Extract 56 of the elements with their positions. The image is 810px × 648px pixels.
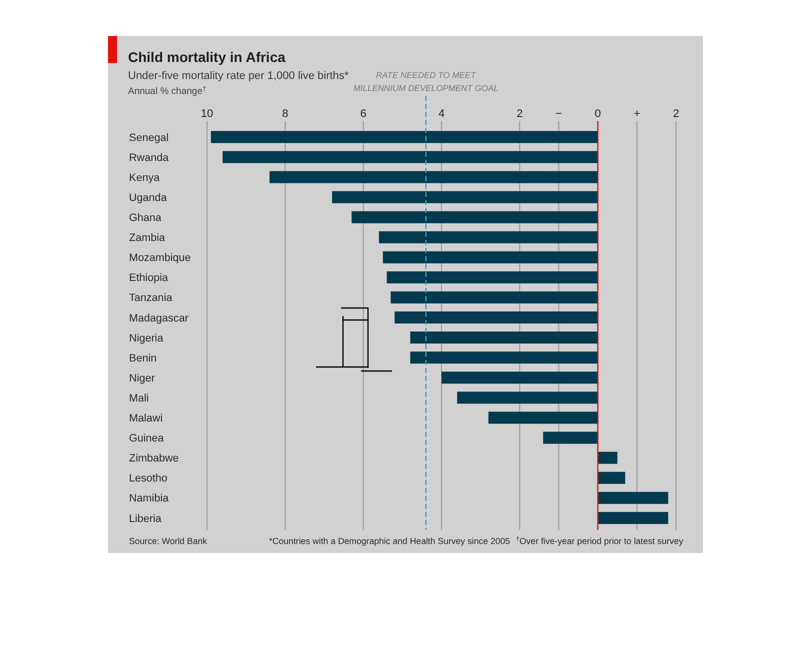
x-tick-label: 6 bbox=[360, 108, 366, 120]
y-tick-label: Benin bbox=[129, 352, 157, 364]
bar bbox=[598, 512, 668, 524]
x-tick-label: 4 bbox=[438, 108, 445, 120]
y-tick-label: Malawi bbox=[129, 412, 163, 425]
source-note: Source: World Bank bbox=[129, 536, 208, 546]
y-tick-label: Nigeria bbox=[129, 332, 164, 344]
bar bbox=[386, 271, 598, 284]
y-tick-label: Kenya bbox=[129, 172, 160, 184]
bar bbox=[488, 412, 598, 424]
bar bbox=[394, 311, 598, 324]
y-tick-label: Madagascar bbox=[129, 312, 189, 324]
x-tick-label: − bbox=[556, 108, 562, 120]
x-tick-label: 2 bbox=[516, 108, 523, 120]
bar bbox=[382, 251, 598, 264]
bar bbox=[222, 151, 598, 164]
bar bbox=[332, 191, 598, 204]
y-tick-label: Zimbabwe bbox=[129, 452, 179, 465]
bar bbox=[598, 452, 618, 464]
y-tick-label: Namibia bbox=[129, 492, 169, 505]
bar bbox=[390, 291, 598, 304]
x-tick-label: + bbox=[634, 108, 640, 120]
y-tick-label: Zambia bbox=[129, 232, 166, 244]
y-tick-label: Rwanda bbox=[129, 152, 169, 164]
y-tick-label: Tanzania bbox=[129, 292, 172, 304]
bar bbox=[598, 492, 668, 504]
x-tick-label: 8 bbox=[282, 108, 288, 120]
y-tick-label: Lesotho bbox=[129, 472, 168, 485]
y-tick-label: Mozambique bbox=[129, 252, 191, 264]
bar bbox=[410, 352, 598, 364]
ref-line-label: RATE NEEDED TO MEET MILLENNIUM DEVELOPMENT GOAL bbox=[353, 70, 499, 93]
bar bbox=[598, 472, 626, 484]
chart-title: Child mortality in Africa bbox=[128, 49, 286, 65]
y-tick-label: Ghana bbox=[129, 212, 162, 224]
x-tick-label: 10 bbox=[200, 108, 214, 120]
chart-subtitle: Under-five mortality rate per 1,000 live births* bbox=[128, 70, 350, 82]
bar bbox=[410, 332, 598, 344]
y-tick-label: Ethiopia bbox=[129, 272, 168, 284]
bar bbox=[270, 171, 598, 184]
y-tick-label: Niger bbox=[129, 372, 156, 384]
text: $^{†}$Over five-year period prior to latest survey bbox=[516, 536, 684, 546]
y-tick-label: Liberia bbox=[129, 512, 162, 525]
y-tick-label: Senegal bbox=[129, 132, 169, 144]
bar bbox=[457, 392, 598, 404]
bar bbox=[210, 131, 598, 144]
y-tick-label: Mali bbox=[129, 392, 149, 404]
bar bbox=[378, 231, 598, 244]
x-tick-label: 2 bbox=[672, 108, 680, 120]
bar bbox=[543, 432, 598, 444]
y-tick-label: Guinea bbox=[129, 432, 164, 445]
x-tick-label: 0 bbox=[594, 108, 601, 120]
text: *Countries with a Demographic and Health Survey since 2005 bbox=[269, 536, 510, 546]
y-tick-label: Uganda bbox=[129, 192, 167, 204]
bar bbox=[352, 211, 598, 224]
bar bbox=[442, 372, 598, 384]
x-axis-title: Annual % change$^{†}$ bbox=[128, 86, 206, 97]
